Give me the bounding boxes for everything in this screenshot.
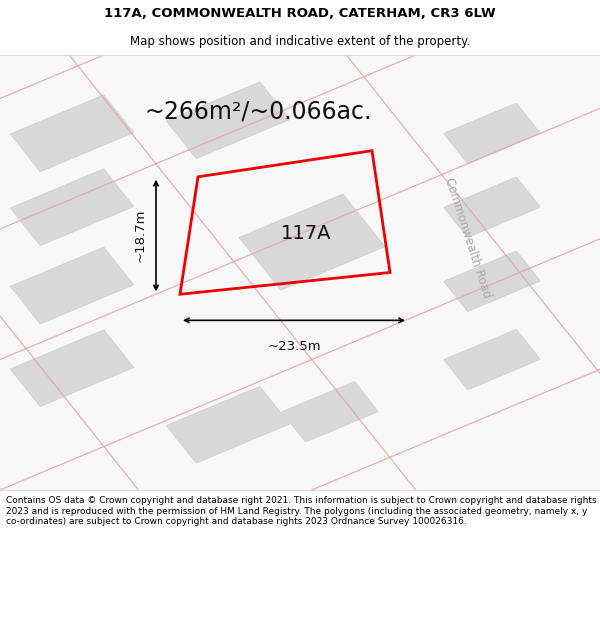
Text: Map shows position and indicative extent of the property.: Map shows position and indicative extent…: [130, 35, 470, 48]
Text: 117A, COMMONWEALTH ROAD, CATERHAM, CR3 6LW: 117A, COMMONWEALTH ROAD, CATERHAM, CR3 6…: [104, 8, 496, 20]
Polygon shape: [443, 329, 541, 390]
Polygon shape: [10, 247, 134, 324]
Polygon shape: [239, 194, 385, 290]
Polygon shape: [10, 330, 134, 407]
Polygon shape: [10, 95, 134, 172]
Polygon shape: [0, 55, 600, 490]
Text: ~23.5m: ~23.5m: [267, 340, 321, 353]
Text: ~266m²/~0.066ac.: ~266m²/~0.066ac.: [145, 99, 371, 124]
Text: ~18.7m: ~18.7m: [134, 209, 147, 262]
Polygon shape: [281, 381, 379, 442]
Text: Commonwealth Road: Commonwealth Road: [442, 176, 494, 299]
Polygon shape: [10, 169, 134, 246]
Polygon shape: [443, 177, 541, 238]
Polygon shape: [443, 251, 541, 311]
Polygon shape: [166, 82, 290, 159]
Text: 117A: 117A: [281, 224, 331, 243]
Polygon shape: [443, 103, 541, 164]
Polygon shape: [166, 386, 290, 463]
Text: Contains OS data © Crown copyright and database right 2021. This information is : Contains OS data © Crown copyright and d…: [6, 496, 596, 526]
